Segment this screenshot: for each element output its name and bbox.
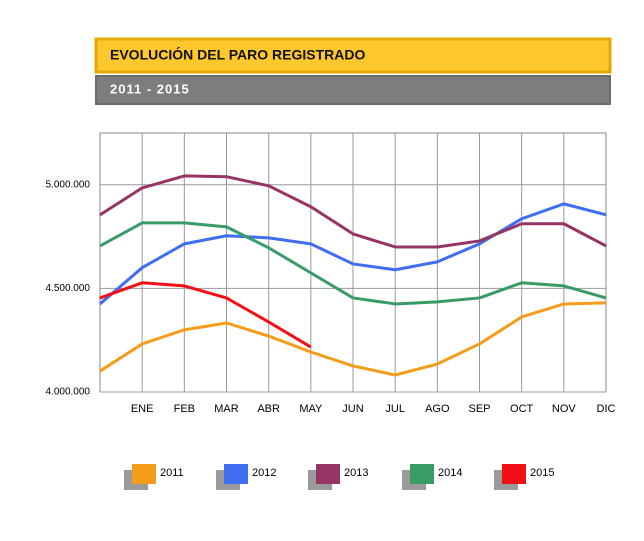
legend-swatch [502, 464, 526, 484]
legend-swatch [132, 464, 156, 484]
chart-subtitle: 2011 - 2015 [110, 81, 190, 96]
line-series [99, 202, 607, 306]
x-tick-label: DIC [597, 403, 616, 415]
x-tick-label: FEB [174, 403, 195, 415]
legend-label: 2015 [530, 467, 554, 479]
legend-label: 2014 [438, 467, 462, 479]
x-tick-label: MAR [214, 403, 239, 415]
x-tick-label: JUL [385, 403, 405, 415]
legend-label: 2012 [252, 467, 276, 479]
line-series [99, 281, 312, 349]
legend-label: 2011 [160, 467, 184, 479]
legend-swatch [316, 464, 340, 484]
subtitle-bar [95, 75, 611, 105]
x-tick-label: NOV [552, 403, 577, 415]
x-tick-label: ENE [131, 403, 154, 415]
legend-swatch [410, 464, 434, 484]
title-bar [94, 37, 612, 74]
y-tick-label: 4.000.000 [46, 387, 91, 398]
y-tick-label: 5.000.000 [46, 179, 91, 190]
x-tick-label: SEP [468, 403, 490, 415]
x-tick-label: AGO [425, 403, 450, 415]
x-tick-label: ABR [257, 403, 280, 415]
chart-title: EVOLUCIÓN DEL PARO REGISTRADO [110, 46, 366, 63]
x-tick-label: MAY [299, 403, 323, 415]
x-tick-label: OCT [510, 403, 534, 415]
legend-label: 2013 [344, 467, 368, 479]
legend-swatch [224, 464, 248, 484]
x-tick-label: JUN [342, 403, 363, 415]
y-tick-label: 4.500.000 [46, 283, 91, 294]
line-series [99, 221, 607, 306]
line-series [99, 301, 607, 377]
line-series [99, 174, 607, 249]
